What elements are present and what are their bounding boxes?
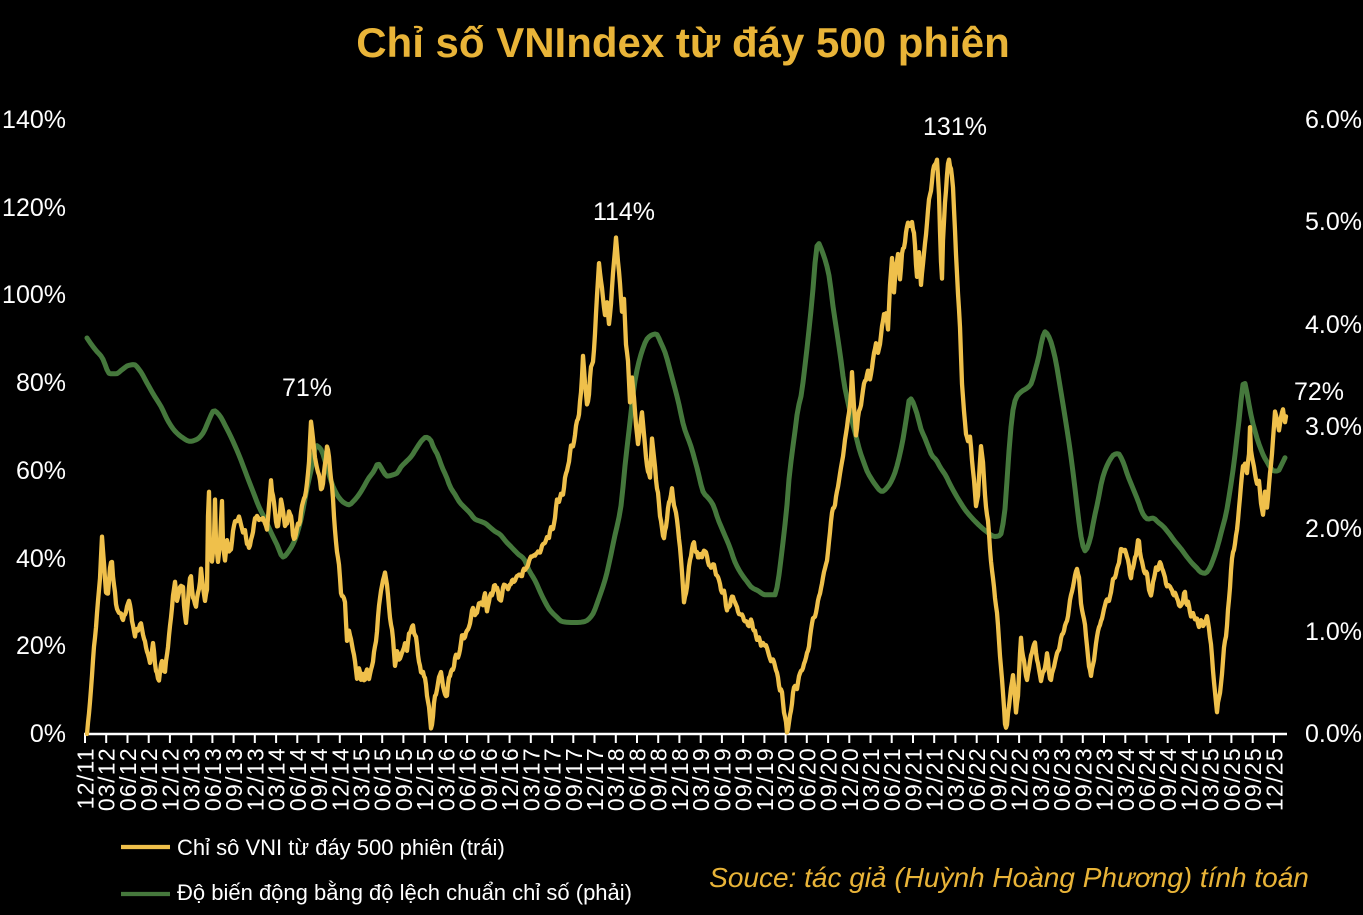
svg-text:03/18: 03/18: [603, 747, 629, 811]
svg-text:09/21: 09/21: [901, 747, 927, 811]
svg-text:06/15: 06/15: [370, 747, 396, 811]
svg-text:5.0%: 5.0%: [1305, 208, 1362, 236]
svg-text:03/16: 03/16: [433, 747, 459, 811]
svg-text:09/16: 09/16: [476, 747, 502, 811]
svg-text:09/18: 09/18: [646, 747, 672, 811]
svg-text:03/22: 03/22: [943, 747, 969, 811]
svg-text:40%: 40%: [16, 545, 66, 573]
svg-text:09/25: 09/25: [1240, 747, 1266, 811]
svg-text:06/18: 06/18: [625, 747, 651, 811]
svg-text:114%: 114%: [593, 198, 655, 226]
svg-text:06/22: 06/22: [964, 747, 990, 811]
svg-text:2.0%: 2.0%: [1305, 515, 1362, 543]
svg-text:12/24: 12/24: [1177, 747, 1203, 811]
svg-text:06/13: 06/13: [200, 747, 226, 811]
svg-text:12/19: 12/19: [752, 747, 778, 811]
svg-text:80%: 80%: [16, 369, 66, 397]
svg-text:09/13: 09/13: [221, 747, 247, 811]
svg-text:03/21: 03/21: [858, 747, 884, 811]
svg-text:03/20: 03/20: [773, 747, 799, 811]
svg-text:09/14: 09/14: [306, 747, 332, 811]
svg-text:12/15: 12/15: [412, 747, 438, 811]
svg-text:12/16: 12/16: [497, 747, 523, 811]
svg-text:Độ biến động bằng độ lệch chuẩ: Độ biến động bằng độ lệch chuẩn chỉ số (…: [177, 880, 632, 905]
svg-text:03/14: 03/14: [264, 747, 290, 811]
svg-text:12/12: 12/12: [157, 747, 183, 811]
svg-text:12/14: 12/14: [327, 747, 353, 811]
svg-text:06/25: 06/25: [1219, 747, 1245, 811]
svg-text:06/19: 06/19: [709, 747, 735, 811]
svg-text:03/12: 03/12: [94, 747, 120, 811]
svg-text:09/23: 09/23: [1070, 747, 1096, 811]
svg-text:20%: 20%: [16, 632, 66, 660]
svg-text:03/25: 03/25: [1198, 747, 1224, 811]
svg-text:06/16: 06/16: [455, 747, 481, 811]
svg-text:06/20: 06/20: [794, 747, 820, 811]
svg-text:12/20: 12/20: [837, 747, 863, 811]
svg-text:09/24: 09/24: [1155, 747, 1181, 811]
svg-text:100%: 100%: [2, 281, 66, 309]
svg-text:Chỉ số VNIndex từ đáy 500 phiê: Chỉ số VNIndex từ đáy 500 phiên: [356, 19, 1010, 66]
svg-text:1.0%: 1.0%: [1305, 618, 1362, 646]
svg-text:06/23: 06/23: [1049, 747, 1075, 811]
svg-text:09/17: 09/17: [561, 747, 587, 811]
svg-text:09/15: 09/15: [391, 747, 417, 811]
svg-text:03/17: 03/17: [518, 747, 544, 811]
svg-text:03/24: 03/24: [1113, 747, 1139, 811]
svg-text:12/25: 12/25: [1261, 747, 1287, 811]
svg-text:12/21: 12/21: [922, 747, 948, 811]
svg-text:12/23: 12/23: [1092, 747, 1118, 811]
svg-text:03/15: 03/15: [349, 747, 375, 811]
svg-text:06/24: 06/24: [1134, 747, 1160, 811]
svg-text:06/21: 06/21: [879, 747, 905, 811]
svg-text:72%: 72%: [1294, 378, 1344, 406]
svg-text:12/11: 12/11: [73, 747, 99, 809]
svg-text:06/12: 06/12: [115, 747, 141, 811]
svg-text:Chỉ sô VNI từ đáy 500 phiên (t: Chỉ sô VNI từ đáy 500 phiên (trái): [177, 835, 505, 860]
svg-text:09/12: 09/12: [136, 747, 162, 811]
svg-text:03/23: 03/23: [1028, 747, 1054, 811]
svg-text:09/22: 09/22: [985, 747, 1011, 811]
svg-text:12/22: 12/22: [1007, 747, 1033, 811]
svg-text:03/13: 03/13: [179, 747, 205, 811]
svg-text:0%: 0%: [30, 720, 66, 748]
svg-text:Souce: tác giả (Huỳnh Hoàng Ph: Souce: tác giả (Huỳnh Hoàng Phương) tính…: [709, 862, 1309, 893]
svg-text:120%: 120%: [2, 194, 66, 222]
svg-text:3.0%: 3.0%: [1305, 413, 1362, 441]
svg-text:0.0%: 0.0%: [1305, 720, 1362, 748]
svg-text:140%: 140%: [2, 106, 66, 134]
svg-text:6.0%: 6.0%: [1305, 106, 1362, 134]
svg-text:12/13: 12/13: [242, 747, 268, 811]
svg-text:06/14: 06/14: [285, 747, 311, 811]
svg-text:03/19: 03/19: [688, 747, 714, 811]
svg-text:60%: 60%: [16, 457, 66, 485]
svg-text:4.0%: 4.0%: [1305, 311, 1362, 339]
svg-text:09/20: 09/20: [816, 747, 842, 811]
svg-text:06/17: 06/17: [540, 747, 566, 811]
svg-text:71%: 71%: [282, 374, 332, 402]
svg-text:12/17: 12/17: [582, 747, 608, 811]
svg-text:09/19: 09/19: [731, 747, 757, 811]
svg-text:131%: 131%: [923, 113, 987, 141]
svg-text:12/18: 12/18: [667, 747, 693, 811]
